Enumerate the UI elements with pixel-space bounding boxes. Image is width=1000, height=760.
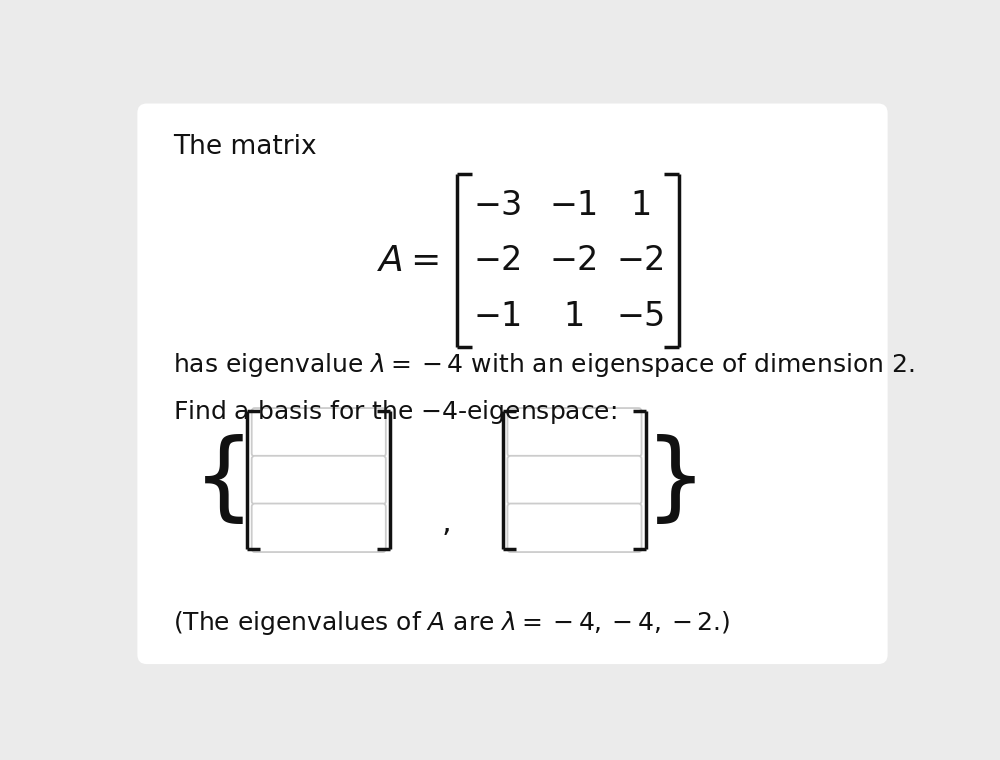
FancyBboxPatch shape xyxy=(252,408,386,457)
Text: has eigenvalue $\lambda = -4$ with an eigenspace of dimension 2.: has eigenvalue $\lambda = -4$ with an ei… xyxy=(173,351,914,379)
Text: $-2$: $-2$ xyxy=(549,244,597,277)
Text: ,: , xyxy=(442,508,452,537)
Text: $-2$: $-2$ xyxy=(616,244,664,277)
Text: Find a basis for the $-4$-eigenspace:: Find a basis for the $-4$-eigenspace: xyxy=(173,397,617,426)
FancyBboxPatch shape xyxy=(252,504,386,552)
FancyBboxPatch shape xyxy=(507,456,642,505)
Text: $-3$: $-3$ xyxy=(473,188,521,222)
FancyBboxPatch shape xyxy=(507,504,642,552)
Text: $\}$: $\}$ xyxy=(644,433,695,527)
FancyBboxPatch shape xyxy=(137,103,888,664)
FancyBboxPatch shape xyxy=(252,456,386,505)
Text: $1$: $1$ xyxy=(563,299,583,333)
Text: (The eigenvalues of $A$ are $\lambda = -4, -4, -2$.): (The eigenvalues of $A$ are $\lambda = -… xyxy=(173,609,730,637)
Text: $-1$: $-1$ xyxy=(549,188,597,222)
Text: $\{$: $\{$ xyxy=(192,433,243,527)
FancyBboxPatch shape xyxy=(507,408,642,457)
Text: $1$: $1$ xyxy=(630,188,650,222)
Text: $A =$: $A =$ xyxy=(377,244,439,277)
Text: $-1$: $-1$ xyxy=(473,299,521,333)
Text: The matrix: The matrix xyxy=(173,134,317,160)
Text: $-5$: $-5$ xyxy=(616,299,665,333)
Text: $-2$: $-2$ xyxy=(473,244,521,277)
